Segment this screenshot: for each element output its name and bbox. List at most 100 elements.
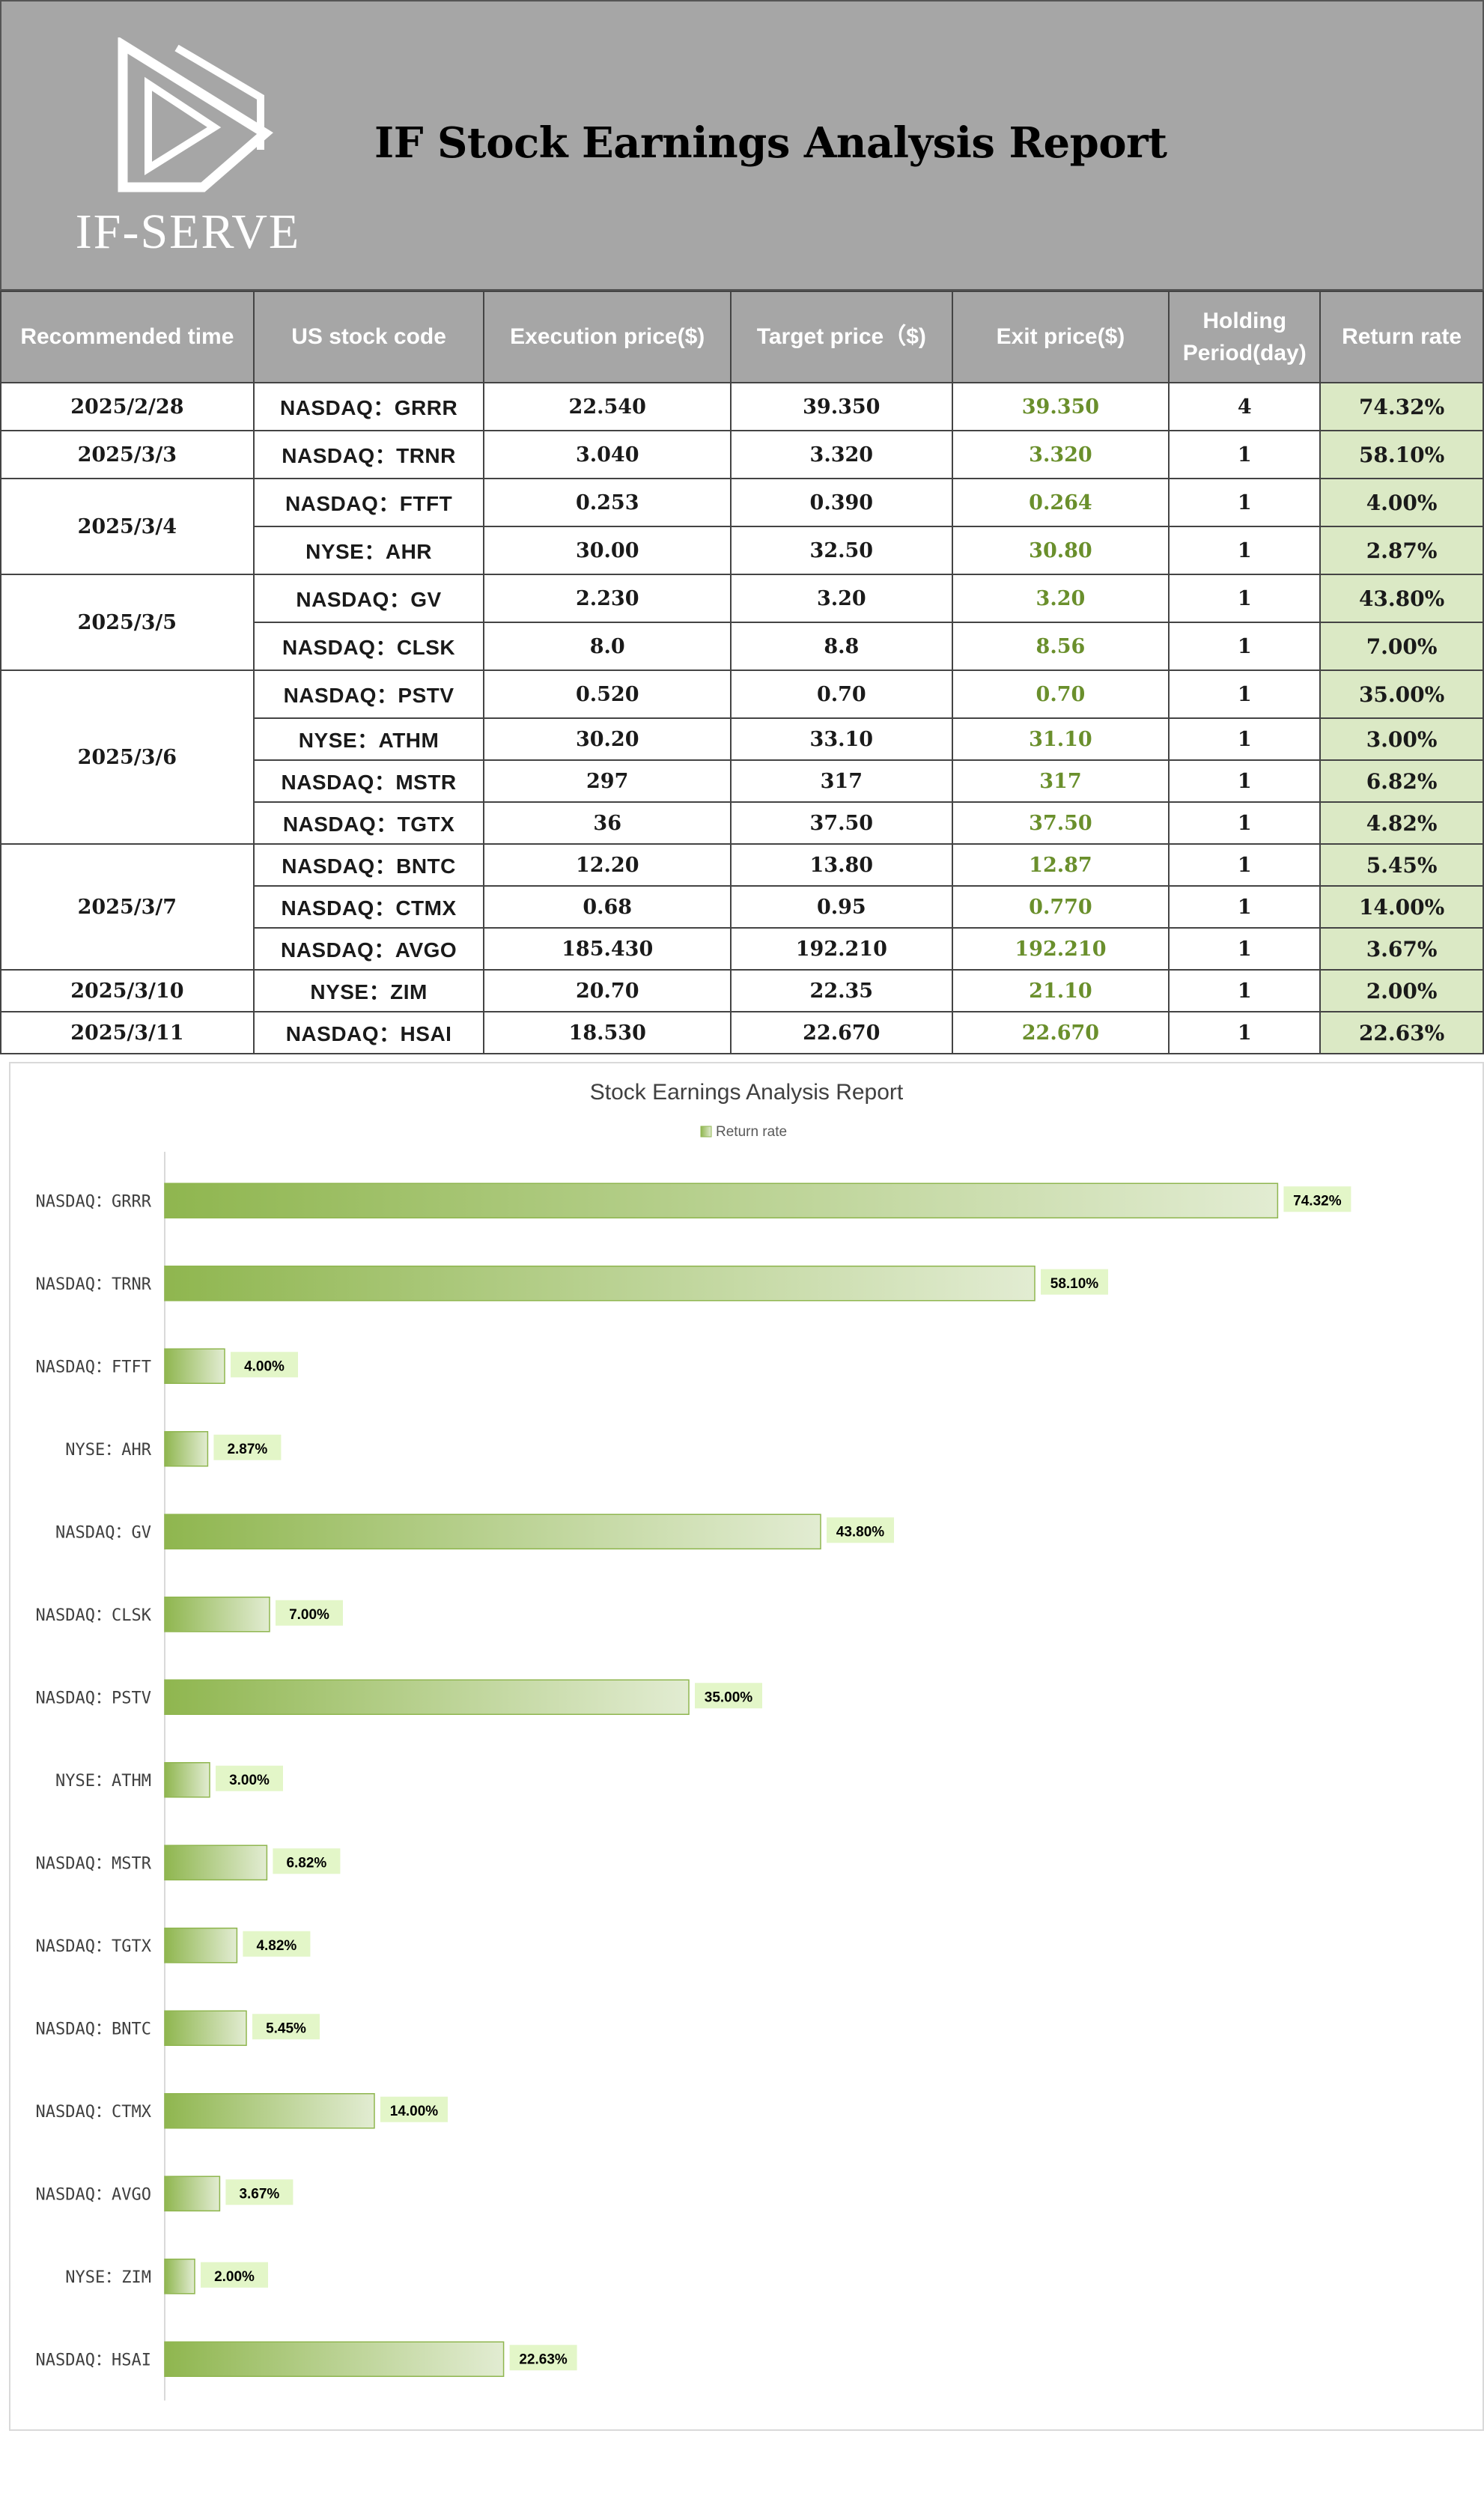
exit-price-cell: 37.50 bbox=[951, 801, 1170, 845]
col-header-exit-price: Exit price($) bbox=[951, 291, 1170, 383]
target-price-cell: 37.50 bbox=[730, 801, 953, 845]
exit-price-cell: 0.70 bbox=[951, 669, 1170, 719]
data-label-background bbox=[243, 1931, 311, 1957]
table-row: NYSE：ATHM 30.20 33.10 31.10 1 3.00% bbox=[1, 717, 1484, 761]
data-label-background bbox=[213, 1434, 282, 1460]
table-row: 2025/3/3 NASDAQ：TRNR 3.040 3.320 3.320 1… bbox=[0, 430, 1484, 479]
data-label-background bbox=[1041, 1269, 1108, 1295]
holding-period-cell: 4 bbox=[1168, 382, 1322, 431]
holding-period-cell: 1 bbox=[1168, 843, 1322, 887]
legend-label: Return rate bbox=[716, 1124, 787, 1140]
data-label-background bbox=[276, 1600, 343, 1626]
return-rate-cell: 74.32% bbox=[1319, 382, 1484, 431]
data-label: 5.45% bbox=[266, 2020, 306, 2036]
target-price-cell: 22.35 bbox=[730, 969, 953, 1012]
exit-price-cell: 0.264 bbox=[951, 478, 1170, 527]
table-row: NYSE：AHR 30.00 32.50 30.80 1 2.87% bbox=[1, 526, 1484, 575]
bar bbox=[164, 1928, 238, 1964]
bar bbox=[164, 2093, 375, 2129]
date-cell: 2025/3/11 bbox=[0, 1011, 255, 1054]
bar bbox=[164, 1266, 1036, 1302]
table-row: 2025/2/28 NASDAQ：GRRR 22.540 39.350 39.3… bbox=[0, 382, 1484, 431]
data-label: 43.80% bbox=[836, 1524, 885, 1540]
chart-title: Stock Earnings Analysis Report bbox=[590, 1080, 904, 1105]
table-row: 2025/3/4 NASDAQ：FTFT 0.253 0.390 0.264 1… bbox=[0, 478, 1484, 575]
target-price-cell: 3.320 bbox=[730, 430, 953, 479]
holding-period-cell: 1 bbox=[1168, 478, 1322, 527]
stock-code-cell: NASDAQ：CLSK bbox=[252, 622, 485, 671]
holding-period-cell: 1 bbox=[1168, 927, 1322, 971]
execution-price-cell: 22.540 bbox=[483, 382, 732, 431]
exit-price-cell: 3.20 bbox=[951, 574, 1170, 623]
return-rate-cell: 7.00% bbox=[1319, 622, 1484, 671]
data-label-background bbox=[252, 2014, 320, 2040]
legend-swatch bbox=[700, 1126, 712, 1138]
col-header-target-price: Target price（$) bbox=[730, 291, 953, 383]
table-row: 2025/3/7 NASDAQ：BNTC 12.20 13.80 12.87 1… bbox=[0, 843, 1484, 971]
table-row: NASDAQ：TGTX 36 37.50 37.50 1 4.82% bbox=[1, 801, 1484, 845]
holding-period-cell: 1 bbox=[1168, 526, 1322, 575]
exit-price-cell: 22.670 bbox=[951, 1011, 1170, 1054]
category-label: NASDAQ：TRNR bbox=[36, 1275, 152, 1294]
category-label: NYSE：AHR bbox=[65, 1441, 151, 1460]
bars-group: NASDAQ：GRRR 74.32% NASDAQ：TRNR 58.10% NASDAQ… bbox=[36, 1182, 1351, 2377]
holding-period-cell: 1 bbox=[1168, 717, 1322, 761]
stock-code-cell: NASDAQ：CTMX bbox=[252, 885, 485, 929]
data-label: 2.00% bbox=[214, 2269, 255, 2285]
return-rate-cell: 43.80% bbox=[1319, 574, 1484, 623]
bar bbox=[164, 1679, 690, 1715]
exit-price-cell: 12.87 bbox=[951, 843, 1170, 887]
page-title: IF Stock Earnings Analysis Report bbox=[374, 118, 1167, 168]
holding-period-cell: 1 bbox=[1168, 1011, 1322, 1054]
target-price-cell: 0.70 bbox=[730, 669, 953, 719]
holding-period-cell: 1 bbox=[1168, 885, 1322, 929]
category-label: NASDAQ：HSAI bbox=[36, 2351, 151, 2369]
data-label: 14.00% bbox=[390, 2104, 439, 2119]
exit-price-cell: 31.10 bbox=[951, 717, 1170, 761]
table-row: 2025/3/10 NYSE：ZIM 20.70 22.35 21.10 1 2… bbox=[0, 969, 1484, 1012]
execution-price-cell: 0.520 bbox=[483, 669, 732, 719]
stock-code-cell: NASDAQ：FTFT bbox=[252, 478, 485, 527]
holding-period-cell: 1 bbox=[1168, 759, 1322, 803]
table-row: NASDAQ：CLSK 8.0 8.8 8.56 1 7.00% bbox=[1, 622, 1484, 671]
data-label: 4.82% bbox=[256, 1938, 297, 1954]
logo-text: IF-SERVE bbox=[75, 204, 301, 259]
execution-price-cell: 30.00 bbox=[483, 526, 732, 575]
return-rate-cell: 2.00% bbox=[1319, 969, 1484, 1012]
category-label: NYSE：ZIM bbox=[65, 2268, 151, 2287]
return-rate-cell: 4.82% bbox=[1319, 801, 1484, 845]
return-rate-cell: 58.10% bbox=[1319, 430, 1484, 479]
category-label: NASDAQ：GV bbox=[55, 1523, 151, 1542]
stock-code-cell: NASDAQ：TRNR bbox=[252, 430, 485, 479]
bar-chart-svg: Stock Earnings Analysis Report Return ra… bbox=[36, 1080, 1351, 2401]
date-cell: 2025/3/3 bbox=[0, 430, 255, 479]
data-label: 2.87% bbox=[227, 1442, 267, 1457]
holding-period-cell: 1 bbox=[1168, 622, 1322, 671]
date-cell: 2025/3/7 bbox=[0, 843, 255, 971]
execution-price-cell: 297 bbox=[483, 759, 732, 803]
execution-price-cell: 30.20 bbox=[483, 717, 732, 761]
table-row: NASDAQ：MSTR 297 317 317 1 6.82% bbox=[1, 759, 1484, 803]
holding-period-cell: 1 bbox=[1168, 669, 1322, 719]
target-price-cell: 0.95 bbox=[730, 885, 953, 929]
return-rate-cell: 3.00% bbox=[1319, 717, 1484, 761]
return-rate-cell: 5.45% bbox=[1319, 843, 1484, 887]
bar bbox=[164, 2010, 247, 2046]
data-label-background bbox=[216, 1765, 283, 1791]
bar bbox=[164, 1431, 209, 1467]
data-label-background bbox=[827, 1517, 894, 1543]
return-rate-cell: 14.00% bbox=[1319, 885, 1484, 929]
exit-price-cell: 39.350 bbox=[951, 382, 1170, 431]
exit-price-cell: 30.80 bbox=[951, 526, 1170, 575]
bar bbox=[164, 1513, 821, 1549]
bar bbox=[164, 1348, 225, 1384]
target-price-cell: 0.390 bbox=[730, 478, 953, 527]
execution-price-cell: 0.68 bbox=[483, 885, 732, 929]
exit-price-cell: 21.10 bbox=[951, 969, 1170, 1012]
holding-period-cell: 1 bbox=[1168, 574, 1322, 623]
date-cell: 2025/3/6 bbox=[0, 669, 255, 845]
category-label: NASDAQ：FTFT bbox=[36, 1358, 151, 1376]
execution-price-cell: 36 bbox=[483, 801, 732, 845]
data-label: 3.67% bbox=[239, 2186, 279, 2202]
holding-period-cell: 1 bbox=[1168, 801, 1322, 845]
